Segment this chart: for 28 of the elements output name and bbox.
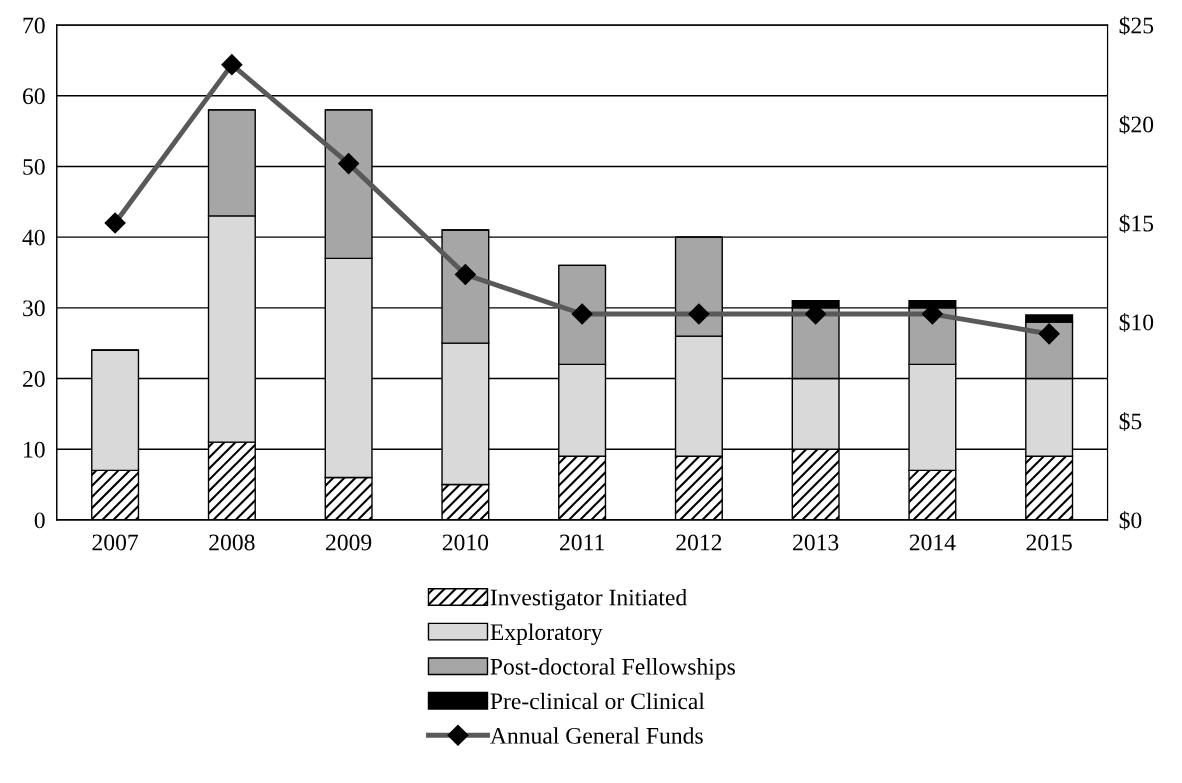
- x-tick-label: 2014: [909, 534, 956, 551]
- y-tick-label: 0: [34, 512, 45, 529]
- legend-label: Investigator Initiated: [490, 588, 687, 611]
- y2-tick-label: $25: [1119, 16, 1154, 36]
- x-tick-label: 2008: [209, 534, 255, 551]
- legend-label: Post-doctoral Fellowships: [490, 658, 735, 680]
- x-tick-label: 2013: [793, 534, 839, 551]
- y-tick-label: 70: [23, 17, 45, 34]
- y-tick-label: 10: [24, 441, 45, 458]
- legend-label: Exploratory: [490, 623, 603, 645]
- x-tick-label: 2012: [676, 534, 722, 551]
- legend-label: Pre-clinical or Clinical: [490, 692, 705, 710]
- x-tick-label: 2015: [1026, 534, 1072, 551]
- legend-label: Annual General Funds: [490, 727, 703, 744]
- y2-tick-label: $20: [1119, 115, 1154, 135]
- y-tick-label: 30: [23, 300, 45, 317]
- y2-tick-label: $10: [1119, 313, 1154, 332]
- y2-tick-label: $0: [1119, 511, 1142, 530]
- x-tick-label: 2007: [92, 534, 139, 551]
- x-tick-label: 2010: [442, 534, 489, 551]
- x-tick-label: 2009: [326, 534, 372, 551]
- y2-tick-label: $15: [1119, 214, 1154, 233]
- y-tick-label: 50: [23, 158, 45, 175]
- x-tick-label: 2011: [560, 534, 604, 551]
- y-tick-label: 20: [23, 371, 45, 387]
- y-tick-label: 40: [22, 229, 45, 246]
- y2-tick-label: $5: [1119, 412, 1142, 431]
- y-tick-label: 60: [23, 88, 45, 105]
